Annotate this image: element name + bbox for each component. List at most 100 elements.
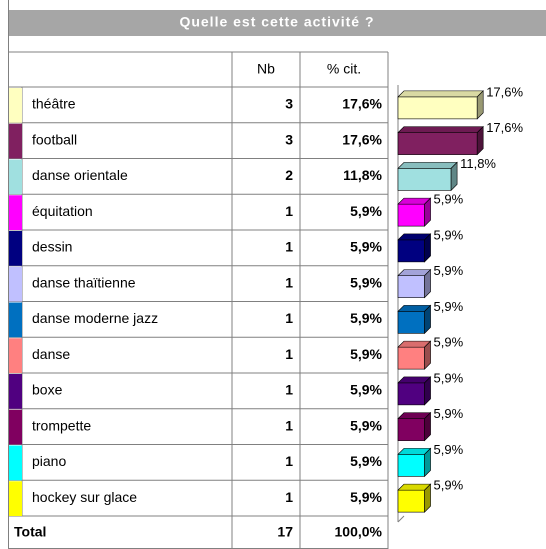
bar-top [397,90,484,98]
category-label: danse [32,346,70,362]
bar [397,90,484,120]
bar-front [397,168,452,191]
count: 3 [285,96,293,112]
category-label: théâtre [32,96,76,112]
color-swatch [9,302,22,338]
bar [397,483,432,513]
bar-side [424,304,431,335]
bar-side [424,483,431,513]
bar [397,376,432,406]
bar-label: 5,9% [434,335,464,350]
color-swatch [9,338,22,373]
chart-title: Quelle est cette activité ? [179,14,374,30]
bar-label: 5,9% [434,263,464,278]
column-header: % cit. [327,61,361,77]
count: 1 [285,382,293,398]
percent: 17,6% [342,96,382,112]
bar-side [476,90,484,120]
bar [397,161,458,192]
category-label: dessin [32,239,72,255]
color-swatch [9,195,22,230]
category-label: équitation [32,203,93,219]
bar-top [397,162,458,169]
category-label: trompette [32,417,91,433]
bar [397,304,432,335]
count: 2 [285,167,293,183]
percent: 17,6% [342,131,382,147]
bar-label: 5,9% [434,227,464,242]
bar [397,268,432,299]
count: 1 [285,274,293,290]
category-label: danse moderne jazz [32,310,158,326]
percent: 5,9% [350,203,382,219]
bar-front [397,132,478,155]
bar-side [424,340,431,370]
count: 1 [285,239,293,255]
bar [397,197,432,227]
color-swatch [9,445,22,481]
count: 1 [285,203,293,219]
total-count: 17 [277,524,293,540]
percent: 5,9% [350,239,382,255]
axis-line [397,515,405,523]
bar-front [397,454,425,477]
bar-side [424,233,431,263]
bar-label: 5,9% [434,442,464,457]
bar-front [397,346,425,370]
bar-side [424,447,431,478]
count: 1 [285,310,293,326]
count: 1 [285,346,293,362]
title-bar [8,10,546,36]
bar-front [397,382,425,406]
bar [397,233,432,263]
color-swatch [9,481,22,516]
bar [397,125,484,156]
category-label: hockey sur glace [32,489,137,505]
bar-label: 5,9% [434,299,464,314]
color-swatch [9,266,22,302]
bar [397,411,432,442]
color-swatch [9,374,22,409]
percent: 5,9% [350,382,382,398]
bar-side [424,268,431,299]
column-header: Nb [257,61,275,77]
bar-label: 11,8% [460,156,496,171]
bar-top [397,126,484,133]
bar-label: 5,9% [434,478,464,493]
count: 3 [285,131,293,147]
count: 1 [285,453,293,469]
bar-front [397,489,425,513]
bar-label: 5,9% [434,370,464,385]
color-swatch [9,409,22,445]
total-label: Total [14,524,46,540]
count: 1 [285,489,293,505]
bar-label: 17,6% [486,120,523,135]
bar-label: 17,6% [486,84,523,99]
color-swatch [9,123,22,159]
category-label: boxe [32,382,63,398]
bar-side [476,125,484,156]
bar [397,340,432,370]
percent: 5,9% [350,489,382,505]
percent: 5,9% [350,453,382,469]
percent: 5,9% [350,346,382,362]
bar-front [397,203,425,227]
bar-label: 5,9% [434,406,464,421]
category-label: danse orientale [32,167,128,183]
bar-side [450,161,458,192]
bar-side [424,197,431,227]
count: 1 [285,417,293,433]
bar-front [397,311,425,334]
bar-front [397,96,478,120]
color-swatch [9,159,22,195]
total-percent: 100,0% [335,524,383,540]
percent: 11,8% [343,167,382,183]
category-label: football [32,131,77,147]
percent: 5,9% [350,310,382,326]
category-label: danse thaïtienne [32,274,136,290]
bar-side [424,411,431,442]
bar-front [397,418,425,441]
color-swatch [9,88,22,123]
bar-label: 5,9% [434,192,464,207]
